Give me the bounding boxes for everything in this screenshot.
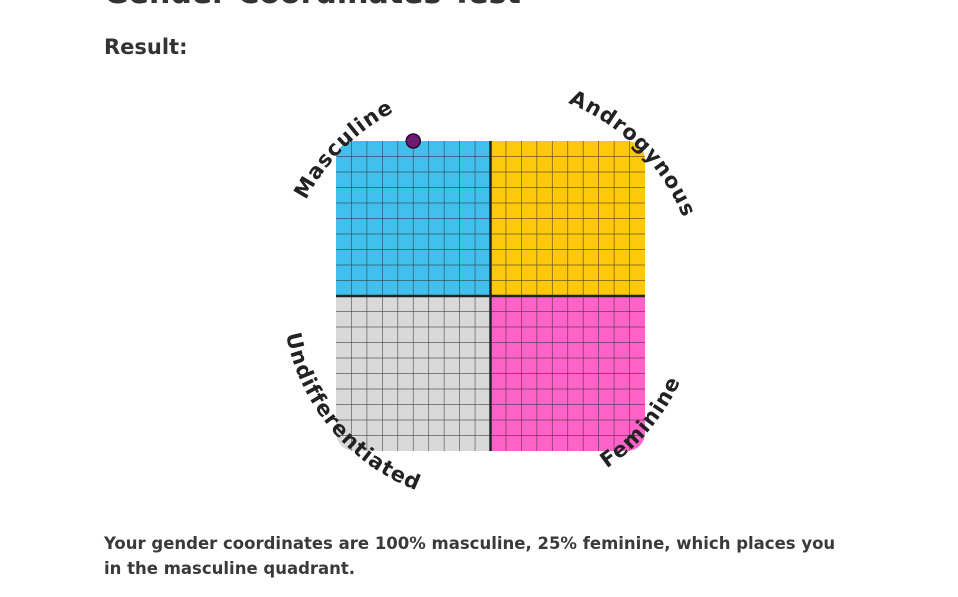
quadrant-layer [336, 141, 645, 451]
result-marker [405, 133, 421, 149]
result-heading: Result: [104, 35, 188, 59]
page-title: Gender Coordinates Test [104, 0, 521, 11]
result-text: Your gender coordinates are 100% masculi… [104, 534, 836, 578]
marker-layer [405, 133, 421, 149]
